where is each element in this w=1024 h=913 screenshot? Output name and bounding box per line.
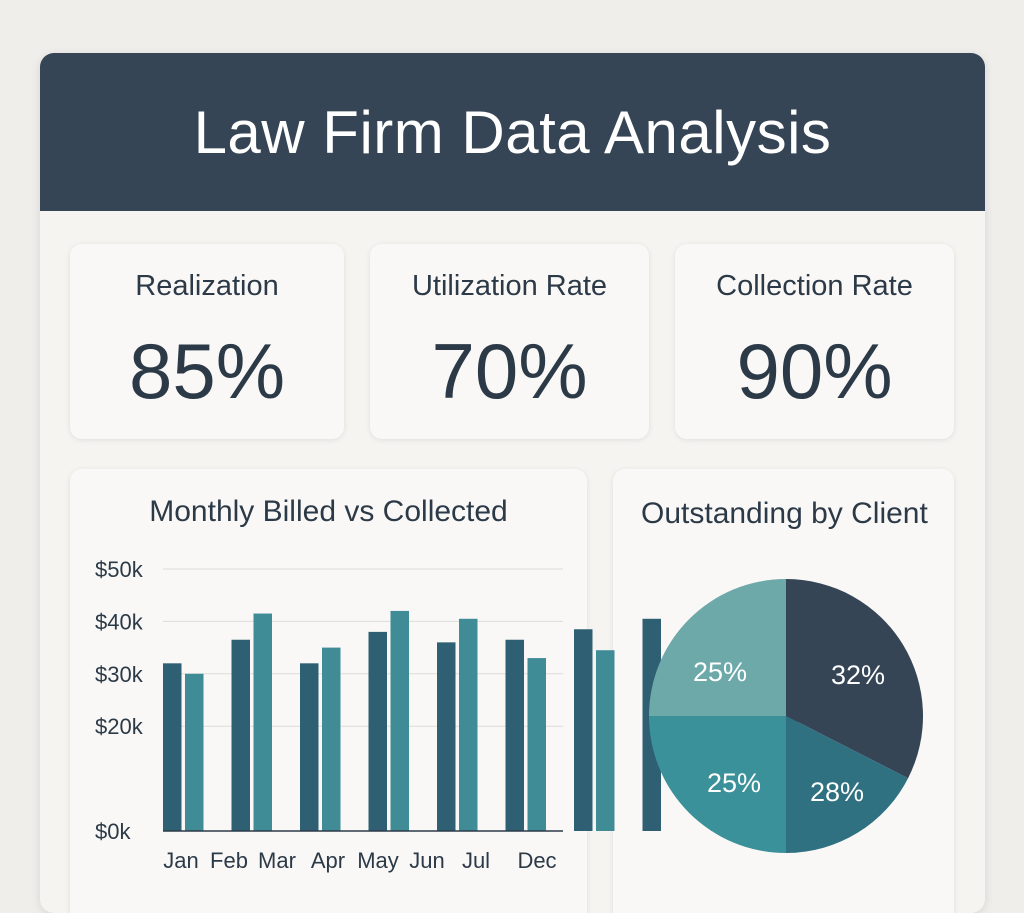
- pie-slice-label: 28%: [810, 777, 864, 807]
- kpi-label: Realization: [135, 270, 279, 302]
- kpi-label: Collection Rate: [716, 270, 913, 302]
- pie-slice-label: 25%: [693, 657, 747, 687]
- kpi-label: Utilization Rate: [411, 270, 608, 302]
- bar: [596, 650, 615, 831]
- x-tick-label: May: [357, 848, 399, 873]
- x-tick-label: Apr: [311, 848, 345, 873]
- charts-svg: $0k $20k $30k $40k $50k Jan Feb Mar Apr May Jun Jul…: [95, 557, 923, 873]
- bar: [390, 610, 409, 831]
- kpi-card-realization: Realization 85%: [70, 244, 344, 439]
- pie-slice-label: 32%: [831, 660, 885, 690]
- x-tick-label: Mar: [258, 848, 296, 873]
- pie-slice: [649, 579, 786, 716]
- y-tick-label: $0k: [95, 819, 131, 844]
- kpi-card-utilization: Utilization Rate 70%: [370, 244, 649, 439]
- kpi-value: 70%: [431, 327, 588, 415]
- y-tick-label: $50k: [95, 557, 144, 582]
- kpi-value: 90%: [736, 327, 893, 415]
- bar: [231, 639, 250, 831]
- y-tick-label: $30k: [95, 662, 144, 687]
- pie-slice: [786, 579, 923, 779]
- bar: [527, 658, 546, 831]
- bar: [459, 618, 478, 831]
- x-tick-label: Jun: [409, 848, 444, 873]
- dashboard: Law Firm Data Analysis Realization 85% U…: [40, 53, 985, 913]
- x-tick-label: Feb: [210, 848, 248, 873]
- bar: [505, 639, 524, 831]
- pie-slice-label: 25%: [707, 768, 761, 798]
- bar: [368, 631, 387, 831]
- bar: [437, 642, 456, 831]
- bar: [574, 629, 593, 831]
- bar: [163, 663, 182, 831]
- dashboard-header: Law Firm Data Analysis: [40, 53, 985, 211]
- x-tick-label: Dec: [517, 848, 556, 873]
- bar-chart-title: Monthly Billed vs Collected: [149, 495, 508, 528]
- kpi-card-collection: Collection Rate 90%: [675, 244, 954, 439]
- page-title: Law Firm Data Analysis: [193, 98, 832, 166]
- bar: [253, 613, 272, 831]
- bar: [300, 663, 319, 831]
- pie-chart-title: Outstanding by Client: [641, 497, 928, 530]
- bar: [185, 673, 204, 831]
- bar: [322, 647, 341, 831]
- pie-slice: [649, 716, 786, 853]
- y-tick-label: $40k: [95, 609, 144, 634]
- y-tick-label: $20k: [95, 714, 144, 739]
- kpi-value: 85%: [128, 327, 286, 415]
- x-tick-label: Jul: [462, 848, 490, 873]
- x-tick-label: Jan: [163, 848, 198, 873]
- pie-slice: [786, 716, 909, 853]
